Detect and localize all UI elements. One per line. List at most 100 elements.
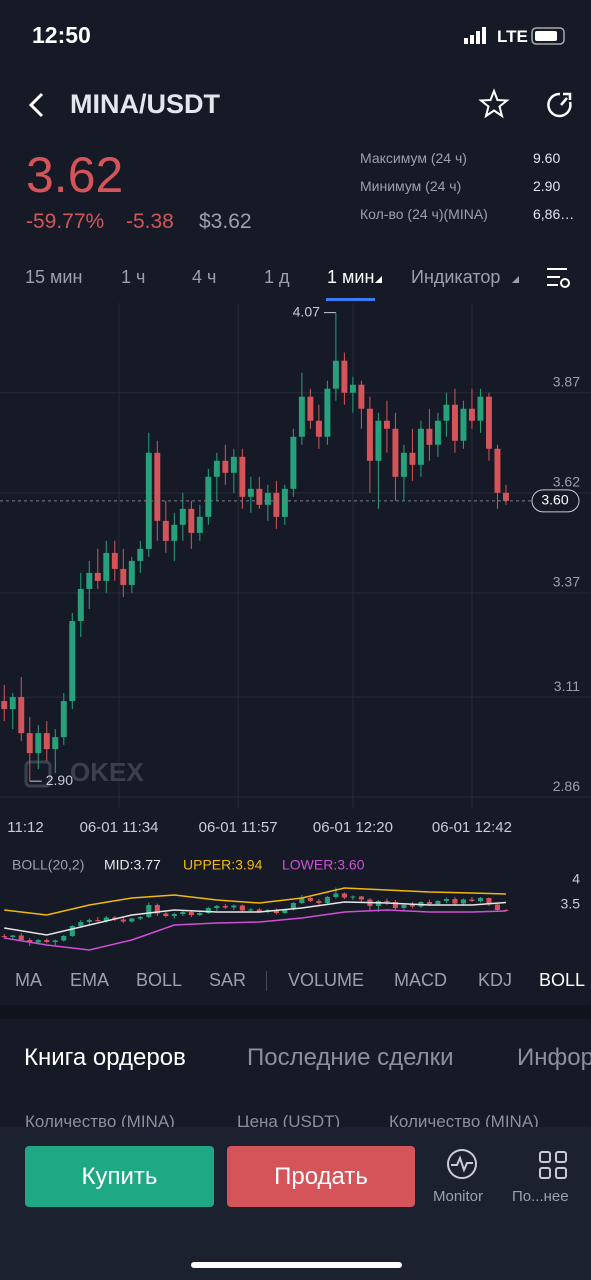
indicator-tab[interactable]: VOLUME xyxy=(288,970,365,990)
monitor-label[interactable]: Monitor xyxy=(433,1188,484,1205)
mini-candle-body xyxy=(103,917,109,921)
indicator-tab[interactable]: BOLL xyxy=(539,970,586,990)
stat-value: 2.90 xyxy=(533,178,561,194)
candle-body xyxy=(120,568,127,585)
candle-body xyxy=(443,404,450,421)
mini-candle-body xyxy=(231,905,237,908)
mini-candle-body xyxy=(324,897,330,903)
mini-candle-body xyxy=(409,905,415,907)
y-tick-label: 3.11 xyxy=(554,678,580,694)
more-icon[interactable] xyxy=(538,1150,568,1180)
timeframe-tab[interactable]: 1 ч xyxy=(121,267,146,287)
y-tick-label: 4 xyxy=(572,871,580,887)
candle-body xyxy=(103,552,110,581)
section-tab[interactable]: Книга ордеров xyxy=(24,1044,186,1071)
mini-candle-body xyxy=(494,904,501,910)
column-header: Количество (MINA) xyxy=(25,1112,175,1131)
indicator-tab[interactable]: MACD xyxy=(394,970,447,990)
indicator-tab[interactable]: KDJ xyxy=(478,970,513,990)
last-price-box xyxy=(531,489,580,513)
mini-candle-body xyxy=(384,901,390,902)
change-pct: -59.77% xyxy=(26,210,105,233)
mini-candle-body xyxy=(1,936,7,937)
dropdown-caret xyxy=(375,276,382,283)
buy-button[interactable]: Купить xyxy=(25,1146,214,1207)
mini-candle-body xyxy=(137,917,143,919)
timeframe-tab[interactable]: Индикатор xyxy=(411,267,501,287)
candle-body xyxy=(324,388,331,437)
candle-body xyxy=(434,420,441,445)
mini-candle-body xyxy=(214,906,220,908)
mini-candle-body xyxy=(401,905,407,908)
indicator-tab[interactable]: MA xyxy=(15,970,42,990)
candle-body xyxy=(18,697,25,734)
candle-body xyxy=(281,488,288,517)
timeframe-tab[interactable]: 4 ч xyxy=(192,267,217,287)
mini-candle-body xyxy=(222,906,228,908)
timeframe-tab[interactable]: 15 мин xyxy=(25,267,83,287)
sell-button[interactable]: Продать xyxy=(227,1146,415,1207)
candle-body xyxy=(426,428,433,445)
mini-candle-body xyxy=(10,935,16,937)
mini-candle-body xyxy=(154,905,160,914)
mini-candle-body xyxy=(358,896,364,900)
status-icons xyxy=(464,27,565,45)
mini-candle-body xyxy=(52,940,58,942)
y-tick-label: 3.5 xyxy=(561,896,581,912)
mini-candle-body xyxy=(27,940,33,943)
mini-candle-body xyxy=(452,899,458,904)
divider xyxy=(0,1005,591,1019)
candle-body xyxy=(128,560,135,585)
candle-body xyxy=(460,408,467,441)
settings-icon[interactable] xyxy=(546,266,572,290)
indicator-tab[interactable]: EMA xyxy=(70,970,110,990)
active-tab-underline xyxy=(326,298,375,301)
candle-body xyxy=(307,396,314,421)
mini-candle-body xyxy=(477,898,484,901)
separator xyxy=(266,971,267,991)
candle-body xyxy=(222,460,229,473)
chart-background xyxy=(0,303,591,808)
candle-body xyxy=(451,404,458,441)
mini-candle-body xyxy=(163,913,169,916)
mini-candle-body xyxy=(61,936,67,941)
candle-body xyxy=(298,396,305,437)
indicator-title: BOLL(20,2) xyxy=(12,857,84,873)
candle-body xyxy=(392,428,399,477)
candle-body xyxy=(137,548,144,561)
x-tick-label: 06-01 11:57 xyxy=(199,819,278,836)
home-indicator xyxy=(191,1262,402,1268)
mini-candle-body xyxy=(282,909,288,913)
mini-candle-body xyxy=(120,919,126,922)
timeframe-tab[interactable]: 1 д xyxy=(264,267,290,287)
candle-body xyxy=(205,476,212,517)
indicator-tab[interactable]: BOLL xyxy=(136,970,183,990)
mini-candle-body xyxy=(197,913,203,915)
back-button[interactable] xyxy=(25,90,49,120)
mini-candle-body xyxy=(503,910,509,911)
x-tick-label: 11:12 xyxy=(7,819,43,836)
candle-body xyxy=(494,448,501,493)
mini-candle-body xyxy=(78,922,84,926)
monitor-icon[interactable] xyxy=(445,1148,479,1180)
mini-candle-body xyxy=(18,935,24,940)
mini-candle-body xyxy=(350,896,356,898)
candle-body xyxy=(86,572,93,589)
section-tab[interactable]: Инфор xyxy=(517,1044,591,1071)
x-tick-label: 06-01 12:20 xyxy=(313,819,393,836)
boll-line xyxy=(4,909,506,951)
candle-body xyxy=(171,524,178,541)
indicator-tab[interactable]: SAR xyxy=(209,970,247,990)
usd-price: $3.62 xyxy=(199,210,252,233)
candle-body xyxy=(9,697,16,710)
candle-body xyxy=(273,492,280,517)
candle-body xyxy=(485,396,492,449)
more-label[interactable]: По...нее xyxy=(512,1188,569,1205)
timeframe-tab[interactable]: 1 мин xyxy=(327,267,375,287)
last-price: 3.62 xyxy=(26,147,124,203)
status-network: LTE xyxy=(497,27,528,46)
candle-body xyxy=(477,396,484,421)
mini-candle-body xyxy=(333,893,339,897)
section-tab[interactable]: Последние сделки xyxy=(247,1044,454,1071)
header-icons[interactable] xyxy=(478,88,574,120)
